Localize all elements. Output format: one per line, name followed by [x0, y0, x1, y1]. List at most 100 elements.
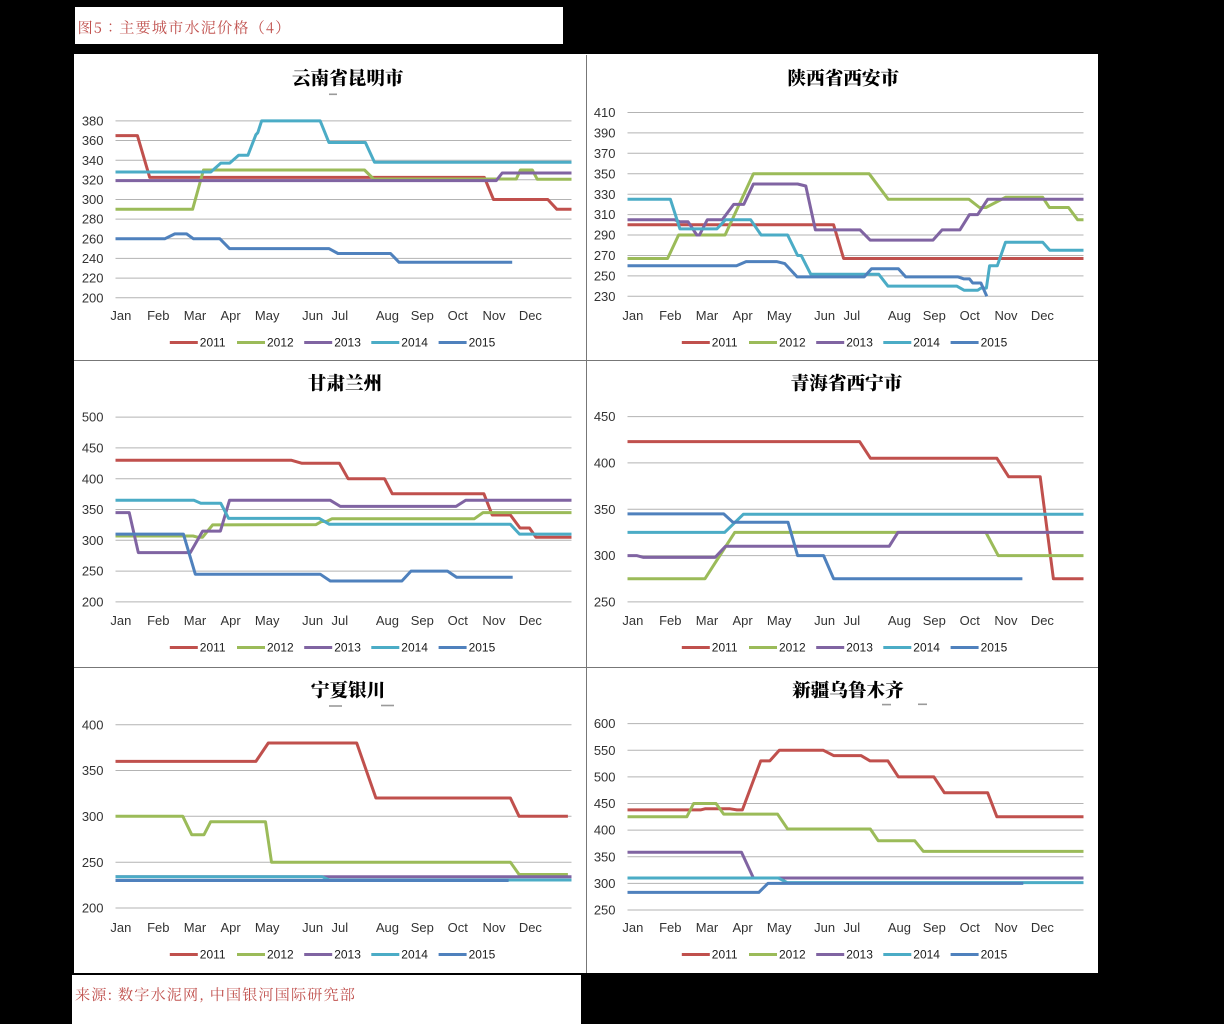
svg-text:Aug: Aug [887, 613, 910, 628]
svg-text:Jan: Jan [110, 613, 131, 628]
svg-text:Dec: Dec [1030, 307, 1054, 322]
svg-text:330: 330 [593, 186, 615, 201]
svg-text:Jun: Jun [814, 919, 835, 934]
svg-text:350: 350 [82, 502, 104, 517]
svg-text:2015: 2015 [980, 641, 1007, 655]
svg-text:Nov: Nov [994, 613, 1018, 628]
svg-text:250: 250 [593, 902, 615, 917]
svg-text:Nov: Nov [994, 307, 1018, 322]
svg-text:2014: 2014 [401, 947, 428, 961]
svg-text:2014: 2014 [913, 641, 940, 655]
svg-text:200: 200 [82, 595, 104, 610]
svg-text:2013: 2013 [846, 335, 873, 349]
svg-text:2011: 2011 [711, 947, 737, 961]
svg-text:May: May [255, 613, 280, 628]
svg-text:300: 300 [82, 192, 104, 207]
svg-text:2011: 2011 [200, 641, 226, 655]
svg-text:2011: 2011 [711, 335, 737, 349]
svg-text:270: 270 [593, 248, 615, 263]
svg-text:350: 350 [593, 166, 615, 181]
svg-text:Mar: Mar [184, 613, 207, 628]
svg-text:380: 380 [82, 113, 104, 128]
svg-text:Apr: Apr [220, 919, 241, 934]
svg-text:Sep: Sep [922, 919, 945, 934]
svg-text:Oct: Oct [448, 613, 469, 628]
svg-text:May: May [766, 613, 791, 628]
svg-text:Jul: Jul [843, 919, 860, 934]
svg-text:Aug: Aug [887, 307, 910, 322]
svg-text:Aug: Aug [376, 613, 399, 628]
svg-text:Aug: Aug [887, 919, 910, 934]
svg-text:250: 250 [593, 268, 615, 283]
svg-text:Feb: Feb [147, 307, 169, 322]
svg-text:300: 300 [82, 533, 104, 548]
svg-text:2012: 2012 [779, 641, 806, 655]
svg-text:Jun: Jun [302, 307, 323, 322]
svg-text:Jun: Jun [814, 307, 835, 322]
svg-text:350: 350 [593, 502, 615, 517]
svg-text:2011: 2011 [200, 335, 226, 349]
svg-text:Feb: Feb [659, 307, 681, 322]
svg-text:310: 310 [593, 207, 615, 222]
svg-text:2013: 2013 [334, 641, 361, 655]
svg-text:2013: 2013 [334, 335, 361, 349]
svg-text:2013: 2013 [846, 947, 873, 961]
svg-text:250: 250 [82, 564, 104, 579]
svg-text:450: 450 [82, 441, 104, 456]
svg-text:400: 400 [593, 456, 615, 471]
svg-text:350: 350 [82, 763, 104, 778]
svg-text:Oct: Oct [959, 919, 980, 934]
svg-text:600: 600 [593, 716, 615, 731]
svg-text:Jun: Jun [302, 919, 323, 934]
svg-text:Jul: Jul [843, 307, 860, 322]
svg-text:350: 350 [593, 849, 615, 864]
svg-text:Feb: Feb [147, 613, 169, 628]
svg-text:320: 320 [82, 172, 104, 187]
svg-text:220: 220 [82, 270, 104, 285]
svg-text:290: 290 [593, 227, 615, 242]
svg-text:Apr: Apr [732, 613, 753, 628]
svg-text:230: 230 [593, 288, 615, 303]
svg-text:Oct: Oct [448, 307, 469, 322]
svg-text:2011: 2011 [200, 947, 226, 961]
svg-text:Jul: Jul [331, 613, 348, 628]
svg-text:Aug: Aug [376, 919, 399, 934]
svg-text:Apr: Apr [732, 919, 753, 934]
svg-text:2012: 2012 [267, 947, 294, 961]
svg-text:May: May [255, 307, 280, 322]
svg-text:Dec: Dec [519, 307, 543, 322]
svg-text:May: May [255, 919, 280, 934]
svg-text:Oct: Oct [959, 613, 980, 628]
svg-text:Dec: Dec [519, 613, 543, 628]
svg-text:Apr: Apr [732, 307, 753, 322]
svg-text:Mar: Mar [695, 613, 718, 628]
svg-text:Nov: Nov [482, 307, 506, 322]
svg-text:Jul: Jul [843, 613, 860, 628]
svg-text:2015: 2015 [469, 641, 496, 655]
svg-text:500: 500 [82, 410, 104, 425]
svg-text:Jan: Jan [622, 613, 643, 628]
svg-text:2011: 2011 [711, 641, 737, 655]
svg-text:2015: 2015 [980, 947, 1007, 961]
svg-text:Jan: Jan [622, 919, 643, 934]
svg-text:200: 200 [82, 900, 104, 915]
svg-text:Jun: Jun [302, 613, 323, 628]
svg-text:Sep: Sep [922, 613, 945, 628]
svg-text:250: 250 [82, 854, 104, 869]
svg-text:Sep: Sep [922, 307, 945, 322]
svg-text:Mar: Mar [695, 919, 718, 934]
svg-text:Jan: Jan [110, 307, 131, 322]
svg-text:2015: 2015 [469, 947, 496, 961]
svg-text:2012: 2012 [779, 335, 806, 349]
svg-text:340: 340 [82, 152, 104, 167]
svg-text:2014: 2014 [401, 641, 428, 655]
svg-text:300: 300 [82, 808, 104, 823]
svg-text:2012: 2012 [267, 335, 294, 349]
svg-text:Nov: Nov [482, 613, 506, 628]
svg-text:Feb: Feb [147, 919, 169, 934]
svg-text:300: 300 [593, 549, 615, 564]
svg-text:400: 400 [82, 472, 104, 487]
svg-text:370: 370 [593, 145, 615, 160]
svg-text:550: 550 [593, 742, 615, 757]
svg-text:Jan: Jan [110, 919, 131, 934]
